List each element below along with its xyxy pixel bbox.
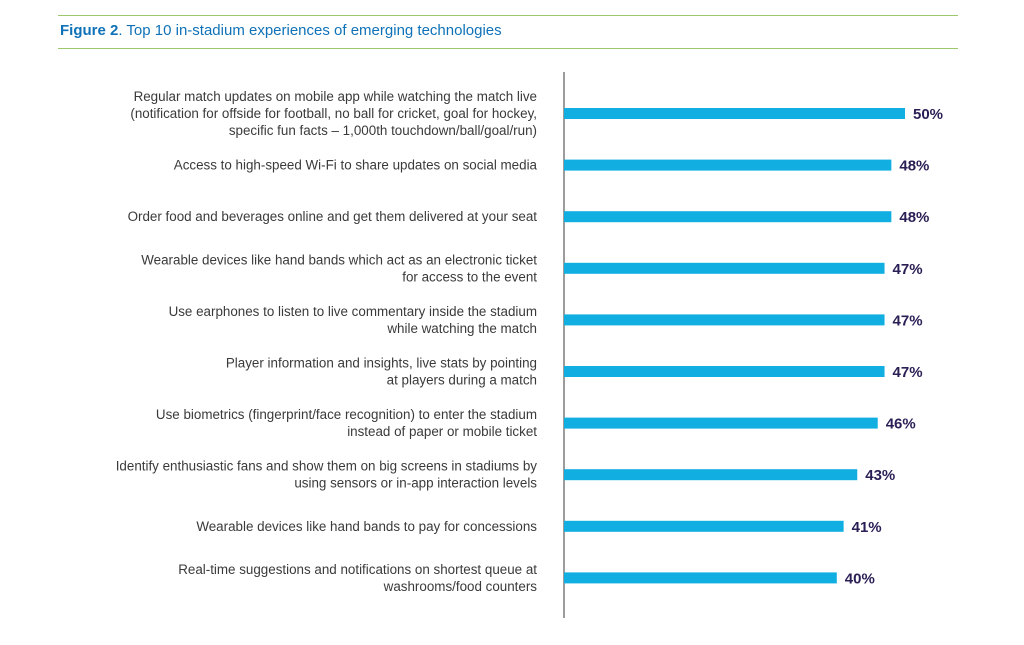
top-rule [58,15,958,16]
category-label: Identify enthusiastic fans and show them… [116,459,538,491]
value-label: 46% [886,416,916,433]
category-label: Player information and insights, live st… [226,356,537,388]
value-label: 48% [899,209,929,226]
value-label: 47% [893,261,923,278]
category-label: Regular match updates on mobile app whil… [130,89,537,138]
value-label: 40% [845,570,875,587]
bar [564,159,892,171]
category-label: Use earphones to listen to live commenta… [169,304,537,336]
category-label: Wearable devices like hand bands which a… [141,252,537,284]
bar [564,366,885,377]
value-label: 47% [893,312,923,329]
value-label: 41% [852,519,882,536]
bottom-rule [58,48,958,49]
bar [564,417,878,429]
category-label: Order food and beverages online and get … [128,209,538,224]
category-label: Real-time suggestions and notifications … [178,562,537,594]
category-label: Use biometrics (fingerprint/face recogni… [156,407,537,439]
category-label: Wearable devices like hand bands to pay … [196,519,537,534]
figure-title: Figure 2. Top 10 in-stadium experiences … [60,22,502,39]
category-label: Access to high-speed Wi-Fi to share upda… [174,158,538,173]
value-label: 47% [893,364,923,381]
bar [564,108,905,119]
value-label: 50% [913,106,943,123]
bar [564,314,885,326]
value-label: 48% [899,158,929,175]
bar [564,572,837,584]
bar [564,211,892,223]
bar [564,469,858,481]
figure-caption: . Top 10 in-stadium experiences of emerg… [118,22,502,39]
bar [564,520,844,532]
value-label: 43% [865,467,895,484]
bar [564,262,885,274]
figure-number: Figure 2 [60,22,119,39]
